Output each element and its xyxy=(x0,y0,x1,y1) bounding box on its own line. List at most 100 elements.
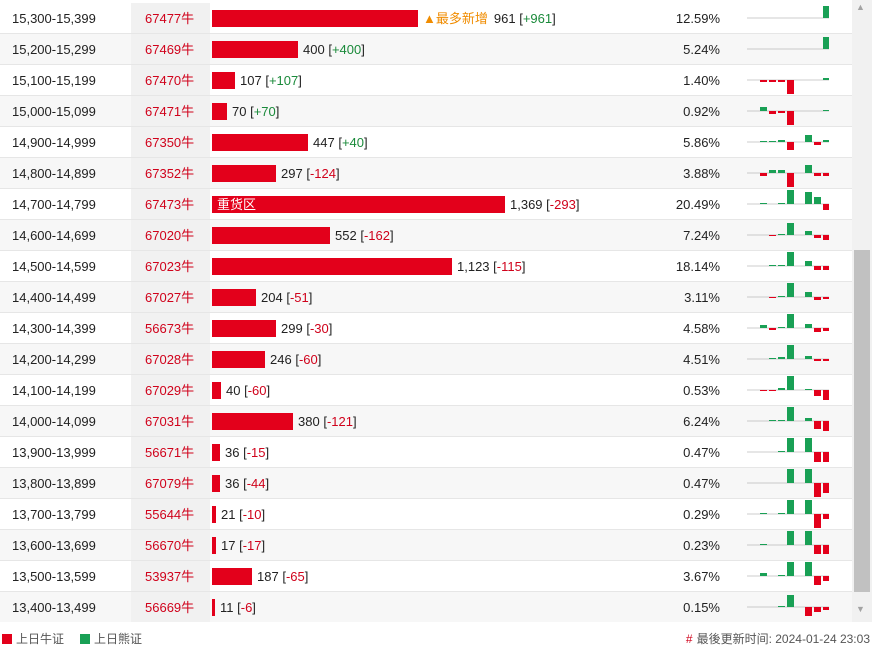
warrant-code-link[interactable]: 55644牛 xyxy=(145,507,195,522)
warrant-code-link[interactable]: 67029牛 xyxy=(145,383,195,398)
vertical-scrollbar[interactable]: ▲ ▼ xyxy=(852,0,872,622)
sparkline-bar xyxy=(769,141,776,142)
sparkline-bar xyxy=(778,170,785,173)
warrant-code-link[interactable]: 67027牛 xyxy=(145,290,195,305)
percentage: 3.11% xyxy=(684,290,720,305)
table-row[interactable]: 13,900-13,999 56671牛 36 [-15] 0.47% xyxy=(0,437,852,468)
percentage: 18.14% xyxy=(675,259,720,274)
percentage: 20.49% xyxy=(675,197,720,212)
sparkline-bar xyxy=(805,438,812,452)
sparkline-bar xyxy=(769,358,776,359)
quantity-bar xyxy=(212,351,265,368)
table-row[interactable]: 13,500-13,599 53937牛 187 [-65] 3.67% xyxy=(0,561,852,592)
sparkline-bar xyxy=(814,297,821,300)
warrant-code-link[interactable]: 56670牛 xyxy=(145,538,195,553)
warrant-code-link[interactable]: 67028牛 xyxy=(145,352,195,367)
table-row[interactable]: 15,200-15,299 67469牛 400 [+400] 5.24% xyxy=(0,34,852,65)
warrant-code-link[interactable]: 67023牛 xyxy=(145,259,195,274)
table-row[interactable]: 14,500-14,599 67023牛 1,123 [-115] 18.14% xyxy=(0,251,852,282)
strike-range: 14,100-14,199 xyxy=(12,383,96,398)
sparkline-bar xyxy=(769,390,776,391)
table-row[interactable]: 14,300-14,399 56673牛 299 [-30] 4.58% xyxy=(0,313,852,344)
quantity-bar xyxy=(212,165,276,182)
warrant-code-link[interactable]: 67352牛 xyxy=(145,166,195,181)
table-row[interactable]: 14,600-14,699 67020牛 552 [-162] 7.24% xyxy=(0,220,852,251)
table-row[interactable]: 14,400-14,499 67027牛 204 [-51] 3.11% xyxy=(0,282,852,313)
percentage: 3.67% xyxy=(683,569,720,584)
percentage: 0.47% xyxy=(683,445,720,460)
table-row[interactable]: 14,800-14,899 67352牛 297 [-124] 3.88% xyxy=(0,158,852,189)
table-row[interactable]: 14,700-14,799 67473牛 重货区 1,369 [-293] 20.49% xyxy=(0,189,852,220)
quantity-number: 204 xyxy=(261,290,283,305)
sparkline-bar xyxy=(787,438,794,452)
sparkline-bar xyxy=(814,545,821,554)
sparkline-bar xyxy=(760,390,767,391)
legend-bull: 上日牛证 xyxy=(2,632,64,646)
sparkline-bar xyxy=(823,607,829,610)
table-row[interactable]: 15,000-15,099 67471牛 70 [+70] 0.92% xyxy=(0,96,852,127)
table-row[interactable]: 13,400-13,499 56669牛 11 [-6] 0.15% xyxy=(0,592,852,622)
warrant-code-link[interactable]: 67471牛 xyxy=(145,104,195,119)
quantity-number: 107 xyxy=(240,73,262,88)
table-row[interactable]: 14,100-14,199 67029牛 40 [-60] 0.53% xyxy=(0,375,852,406)
table-row[interactable]: 13,600-13,699 56670牛 17 [-17] 0.23% xyxy=(0,530,852,561)
sparkline-bar xyxy=(760,173,767,176)
quantity-value: 1,369 [-293] xyxy=(510,197,580,212)
percentage: 0.92% xyxy=(683,104,720,119)
warrant-code-link[interactable]: 56673牛 xyxy=(145,321,195,336)
table-row[interactable]: 13,800-13,899 67079牛 36 [-44] 0.47% xyxy=(0,468,852,499)
scroll-up-icon[interactable]: ▲ xyxy=(856,2,865,12)
sparkline-bar xyxy=(778,451,785,452)
quantity-value: 40 [-60] xyxy=(226,383,271,398)
table-row[interactable]: 15,100-15,199 67470牛 107 [+107] 1.40% xyxy=(0,65,852,96)
scroll-thumb[interactable] xyxy=(854,250,870,592)
history-sparkline xyxy=(747,135,829,150)
warrant-code-link[interactable]: 56671牛 xyxy=(145,445,195,460)
sparkline-bar xyxy=(787,562,794,576)
scroll-down-icon[interactable]: ▼ xyxy=(856,604,865,614)
warrant-code-link[interactable]: 67470牛 xyxy=(145,73,195,88)
percentage: 1.40% xyxy=(683,73,720,88)
sparkline-bar xyxy=(814,576,821,585)
quantity-value: 21 [-10] xyxy=(221,507,266,522)
strike-range: 13,600-13,699 xyxy=(12,538,96,553)
code-cell: 67031牛 xyxy=(131,406,210,436)
table-row[interactable]: 15,300-15,399 67477牛 ▲最多新增 961 [+961] 12.59% xyxy=(0,3,852,34)
sparkline-bar xyxy=(823,483,829,493)
warrant-code-link[interactable]: 67350牛 xyxy=(145,135,195,150)
quantity-value: 552 [-162] xyxy=(335,228,394,243)
warrant-code-link[interactable]: 67020牛 xyxy=(145,228,195,243)
sparkline-bar xyxy=(805,469,812,483)
table-row[interactable]: 13,700-13,799 55644牛 21 [-10] 0.29% xyxy=(0,499,852,530)
quantity-change: -60 xyxy=(247,383,267,398)
sparkline-bar xyxy=(787,252,794,266)
sparkline-bar xyxy=(814,328,821,332)
table-row[interactable]: 14,000-14,099 67031牛 380 [-121] 6.24% xyxy=(0,406,852,437)
table-row[interactable]: 14,900-14,999 67350牛 447 [+40] 5.86% xyxy=(0,127,852,158)
warrant-code-link[interactable]: 53937牛 xyxy=(145,569,195,584)
sparkline-bar xyxy=(823,266,829,270)
hash-icon: # xyxy=(685,632,693,646)
warrant-code-link[interactable]: 67079牛 xyxy=(145,476,195,491)
quantity-number: 447 xyxy=(313,135,335,150)
quantity-change: -162 xyxy=(363,228,390,243)
warrant-code-link[interactable]: 67477牛 xyxy=(145,11,195,26)
warrant-code-link[interactable]: 67469牛 xyxy=(145,42,195,57)
sparkline-bar xyxy=(778,296,785,297)
warrant-code-link[interactable]: 67031牛 xyxy=(145,414,195,429)
sparkline-bar xyxy=(769,235,776,236)
sparkline-bar xyxy=(805,389,812,390)
sparkline-bar xyxy=(769,420,776,421)
quantity-number: 36 xyxy=(225,445,240,460)
quantity-number: 246 xyxy=(270,352,292,367)
quantity-number: 17 xyxy=(221,538,236,553)
warrant-code-link[interactable]: 56669牛 xyxy=(145,600,195,615)
strike-range: 14,800-14,899 xyxy=(12,166,96,181)
sparkline-bar xyxy=(760,80,767,82)
history-sparkline xyxy=(747,438,829,462)
warrant-code-link[interactable]: 67473牛 xyxy=(145,197,195,212)
sparkline-bar xyxy=(787,142,794,150)
table-row[interactable]: 14,200-14,299 67028牛 246 [-60] 4.51% xyxy=(0,344,852,375)
percentage: 0.53% xyxy=(683,383,720,398)
quantity-bar xyxy=(212,289,256,306)
